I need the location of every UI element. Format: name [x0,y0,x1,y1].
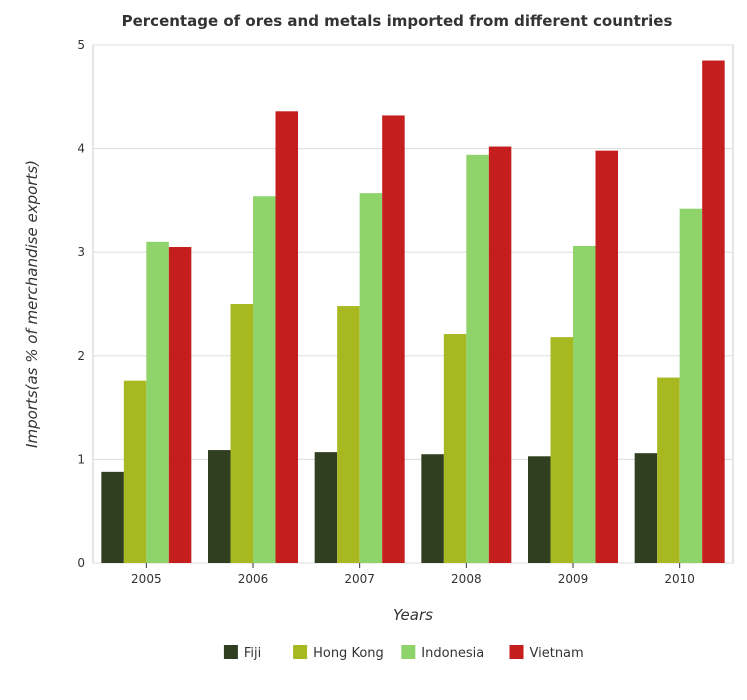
bar-hong-kong [443,334,467,563]
x-tick-label: 2009 [558,572,589,586]
bar-vietnam [595,150,618,563]
bar-hong-kong [123,380,147,563]
bar-hong-kong [657,377,680,563]
plot-area [92,44,734,564]
legend-label: Vietnam [530,646,584,661]
y-tick-labels: 0 1 2 3 4 5 [77,38,85,570]
bar-fiji [421,454,444,563]
legend-swatch [401,645,416,659]
bar-hong-kong [337,306,360,563]
chart-title: Percentage of ores and metals imported f… [122,12,673,30]
legend: Fiji Hong Kong Indonesia Vietnam [223,645,584,661]
bar-fiji [528,456,551,563]
y-tick-label: 4 [77,142,85,156]
bar-indonesia [359,193,383,563]
x-tick-labels: 2005 2006 2007 2008 2009 2010 [131,563,695,586]
bar-fiji [101,471,124,563]
x-tick-label: 2006 [238,572,269,586]
bar-hong-kong [230,304,253,563]
x-tick-label: 2010 [664,572,695,586]
legend-label: Indonesia [421,646,484,661]
bar-fiji [314,452,338,563]
bar-indonesia [679,208,703,564]
legend-swatch [509,645,524,659]
bar-vietnam [168,247,192,563]
bars [101,60,725,564]
y-tick-label: 1 [77,452,85,466]
y-tick-label: 3 [77,245,85,259]
x-tick-label: 2007 [344,572,375,586]
legend-label: Fiji [244,646,261,661]
y-axis-label: Imports(as % of merchandise exports) [23,160,41,448]
bar-vietnam [275,111,298,563]
y-tick-label: 2 [77,349,85,363]
x-tick-label: 2005 [131,572,162,586]
bar-indonesia [253,196,276,564]
bar-fiji [208,450,231,563]
bar-indonesia [573,245,596,563]
bar-vietnam [488,146,512,563]
grid-lines [93,44,733,564]
legend-label: Hong Kong [313,646,384,661]
y-tick-label: 0 [77,556,85,570]
bar-vietnam [702,60,725,563]
x-axis-label: Years [393,606,433,624]
x-tick-label: 2008 [451,572,482,586]
bar-indonesia [146,241,169,563]
bar-vietnam [382,115,405,563]
legend-swatch [223,645,238,659]
bar-fiji [634,453,658,563]
y-tick-label: 5 [77,38,85,52]
bar-hong-kong [550,337,573,563]
bar-indonesia [466,154,489,564]
legend-swatch [293,645,308,659]
